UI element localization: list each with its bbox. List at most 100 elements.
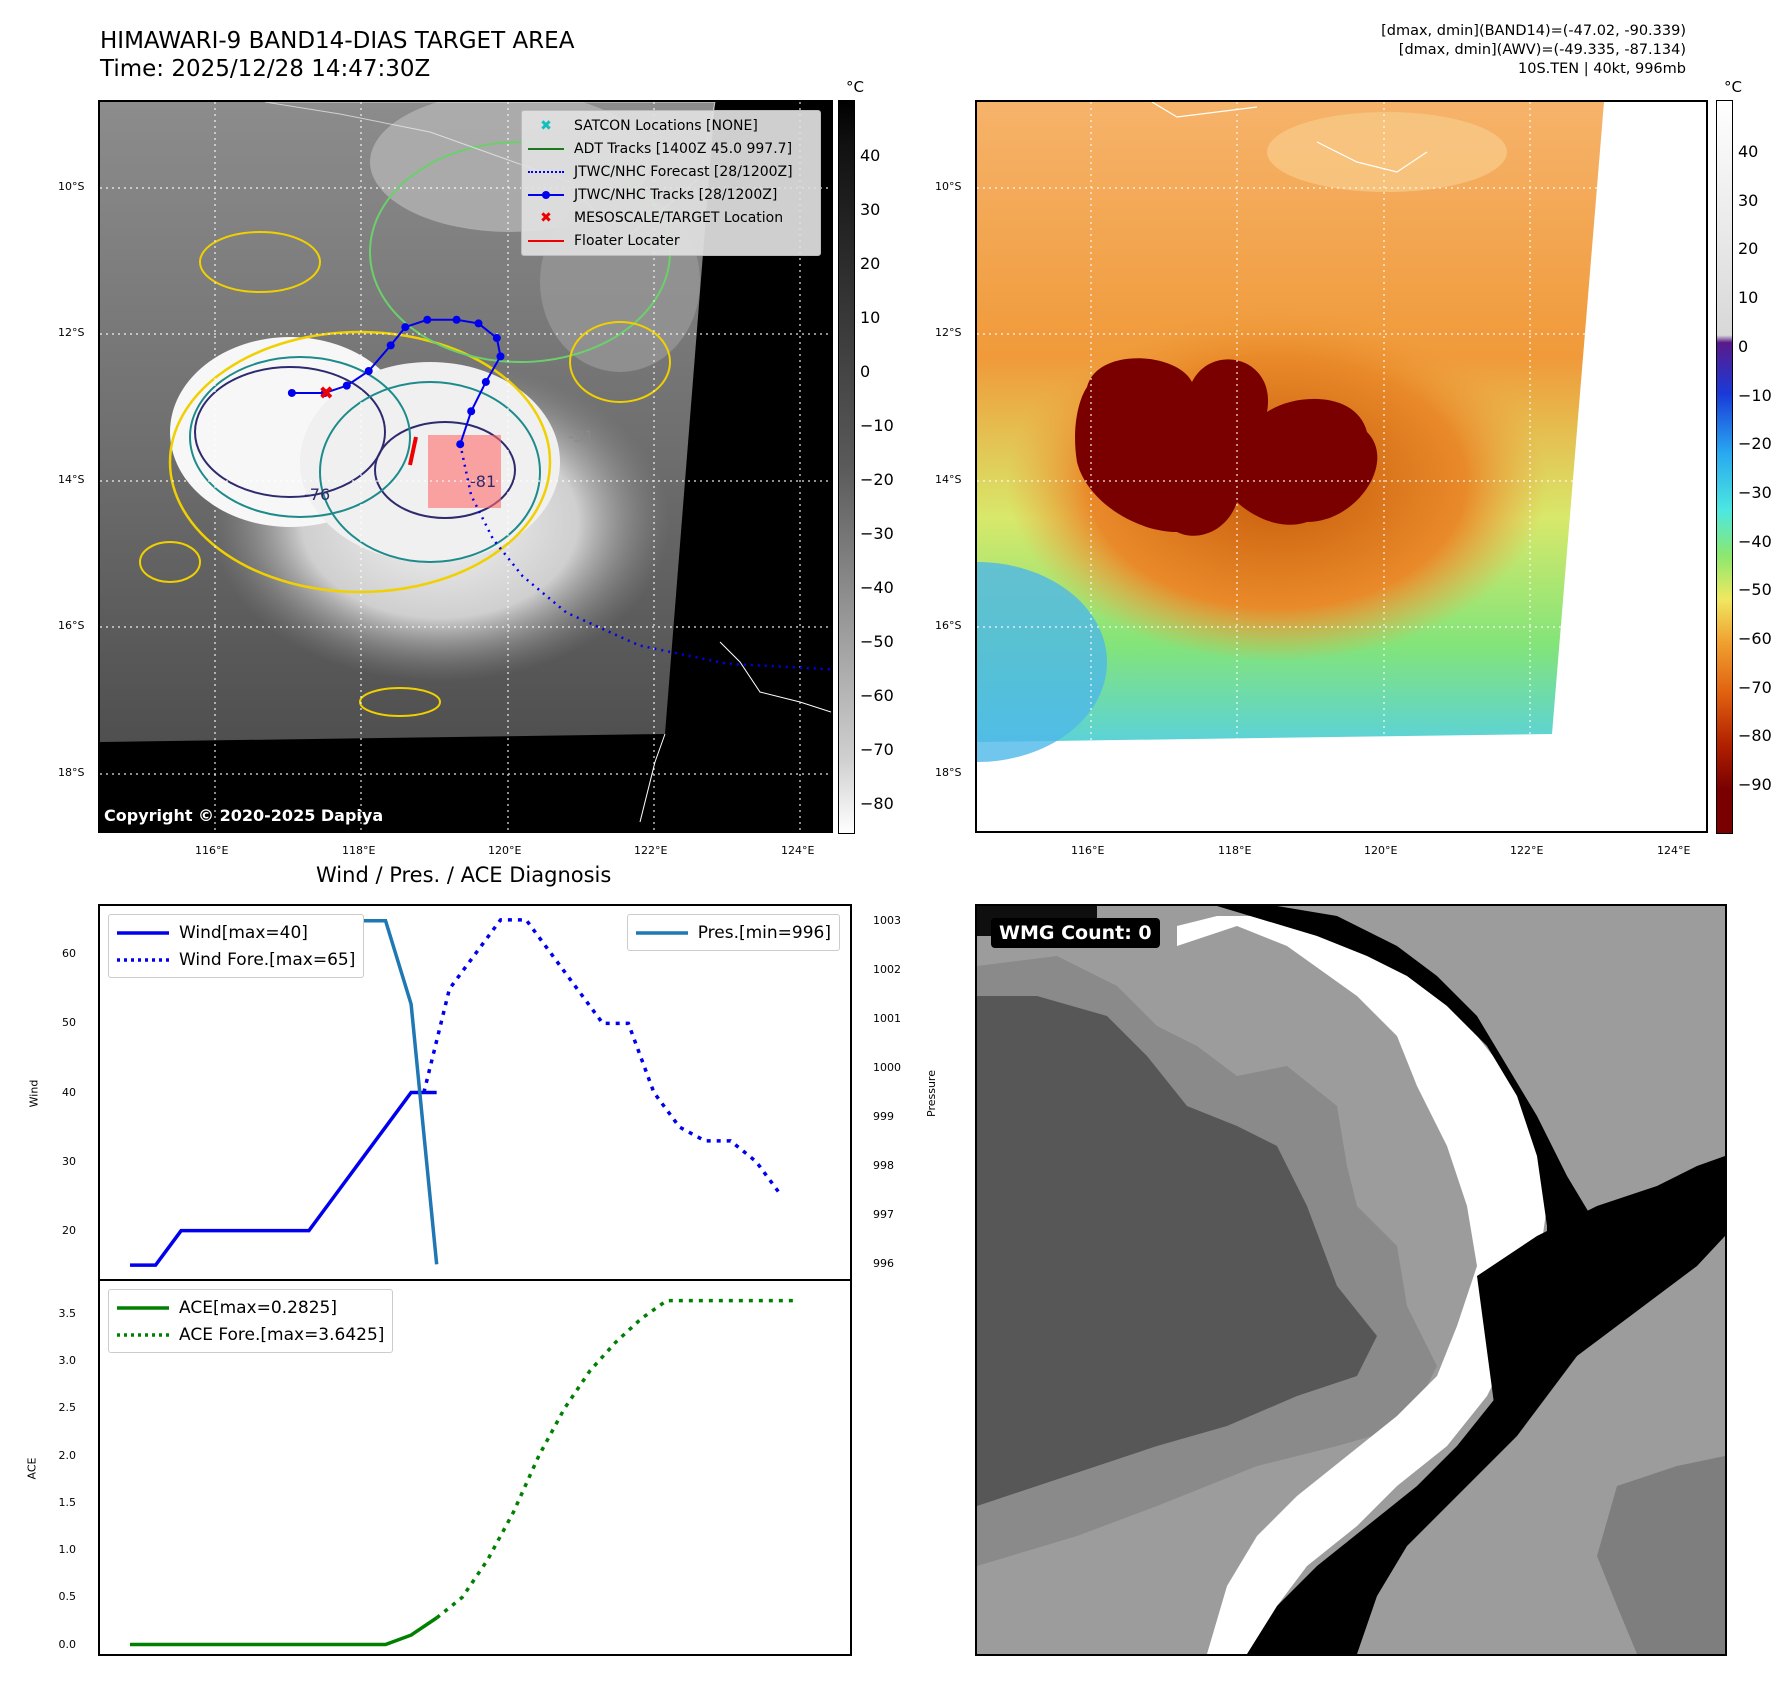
colorbar-tick: −30: [860, 524, 894, 543]
legend-item-mesoscale: ✖ MESOSCALE/TARGET Location: [540, 209, 784, 226]
axis-tick: 2.5: [58, 1401, 77, 1415]
contour-label: -31: [568, 427, 594, 446]
colorbar-tick: −30: [1738, 482, 1772, 502]
lat-label: 10°S: [935, 180, 962, 193]
axis-tick: 60: [62, 947, 76, 961]
track-point: [474, 319, 483, 328]
axis-tick: 1003: [873, 913, 901, 927]
lon-label: 122°E: [1510, 844, 1544, 857]
axis-tick: 1001: [873, 1011, 901, 1025]
lat-label: 14°S: [58, 473, 85, 486]
legend-item-adt: ADT Tracks [1400Z 45.0 997.7]: [528, 137, 814, 160]
map-legend: ✖ SATCON Locations [NONE] ADT Tracks [140…: [521, 110, 821, 256]
wmg-count-badge: WMG Count: 0: [991, 918, 1160, 948]
axis-tick: 1002: [873, 962, 901, 976]
legend-item-satcon: ✖ SATCON Locations [NONE]: [540, 117, 758, 134]
lat-label: 12°S: [935, 326, 962, 339]
legend-ace: ACE[max=0.2825]: [117, 1297, 337, 1318]
series-wind-fore-line: [422, 918, 784, 1198]
lon-label: 124°E: [1657, 844, 1691, 857]
lon-label: 118°E: [342, 844, 376, 857]
axis-tick: 996: [873, 1257, 894, 1271]
series-aceline: [130, 1616, 438, 1647]
axis-tick: 997: [873, 1208, 894, 1222]
colorbar-tick: 0: [860, 362, 871, 381]
axis-tick: 1.5: [58, 1495, 77, 1509]
lat-label: 16°S: [935, 619, 962, 632]
track-point: [320, 388, 329, 397]
lon-label: 124°E: [781, 844, 815, 857]
colorbar-tick: 20: [860, 254, 881, 273]
lon-label: 122°E: [634, 844, 668, 857]
lat-label: 18°S: [935, 766, 962, 779]
ace-plot: ACE[max=0.2825] ACE Fore.[max=3.6425]: [98, 1279, 852, 1656]
jtwc-track: ✖: [287, 315, 505, 449]
band14-range: [dmax, dmin](BAND14)=(-47.02, -90.339): [1381, 23, 1686, 39]
wmg-panel: WMG Count: 0: [975, 904, 1727, 1656]
contour-label: -81: [470, 472, 496, 491]
legend-item-floater: Floater Locater: [528, 229, 814, 252]
ir-color-map: [975, 100, 1708, 833]
axis-tick: 40: [62, 1085, 76, 1099]
ace-axis-label: ACE: [25, 1457, 39, 1480]
contour-label: -76: [304, 485, 330, 504]
colorbar-tick: −80: [860, 794, 894, 813]
colorbar-tick: 40: [1738, 142, 1759, 161]
ace-legend: ACE[max=0.2825] ACE Fore.[max=3.6425]: [108, 1289, 394, 1353]
series-windline: [130, 1090, 437, 1267]
lat-label: 14°S: [935, 473, 962, 486]
track-point: [496, 352, 505, 361]
colorbar-tick: 30: [1738, 190, 1759, 210]
ir-color-imagery: [977, 102, 1706, 831]
colorbar-tick: −60: [1738, 629, 1772, 648]
track-point: [492, 334, 501, 343]
track-point: [342, 381, 351, 390]
ir-imagery: ✖ -81 -76 -31: [100, 102, 831, 831]
series-ace-fore-line: [435, 1298, 795, 1620]
colorbar-tick: −20: [860, 470, 894, 489]
copyright-text: Copyright © 2020-2025 Dapiya: [104, 806, 384, 825]
colorbar-tick: 40: [860, 146, 881, 165]
track-point: [452, 315, 461, 324]
floater-locator-line: [408, 436, 418, 466]
track-point: [481, 377, 490, 386]
floater-box: [428, 435, 501, 508]
axis-tick: 999: [873, 1110, 894, 1124]
colorbar-tick: −10: [1738, 385, 1772, 405]
axis-tick: 998: [873, 1159, 894, 1173]
colorbar-tick: 0: [1738, 336, 1749, 356]
legend-ace-forecast: ACE Fore.[max=3.6425]: [117, 1324, 385, 1345]
wmg-imagery: [977, 906, 1725, 1654]
axis-tick: 3.5: [58, 1307, 77, 1321]
awv-range: [dmax, dmin](AWV)=(-49.335, -87.134): [1398, 42, 1686, 58]
colorbar-tick: 20: [1738, 239, 1759, 259]
legend-pressure: Pres.[min=996]: [635, 922, 831, 943]
legend-item-forecast: JTWC/NHC Forecast [28/1200Z]: [528, 160, 814, 183]
colorbar-tick: −50: [860, 632, 894, 651]
wind-pressure-plot: Wind[max=40] Wind Fore.[max=65] Pres.[mi…: [98, 904, 852, 1281]
jtwc-forecast: [458, 443, 831, 671]
diagnosis-title: Wind / Pres. / ACE Diagnosis: [316, 863, 612, 887]
colorbar-tick: 30: [860, 200, 881, 219]
axis-tick: 1.0: [58, 1543, 77, 1557]
axis-tick: 30: [62, 1154, 76, 1168]
figure-time: Time: 2025/12/28 14:47:30Z: [100, 56, 431, 82]
track-point: [287, 388, 296, 397]
axis-tick: 20: [62, 1223, 76, 1237]
colorbar-tick: 10: [860, 308, 881, 327]
colorbar-tick: −60: [860, 686, 894, 705]
lon-label: 116°E: [1071, 844, 1105, 857]
colorbar-tick: −40: [1738, 531, 1772, 551]
colorbar-tick: −20: [1738, 434, 1772, 454]
lat-label: 10°S: [58, 180, 85, 193]
lat-label: 18°S: [58, 766, 85, 779]
storm-info: 10S.TEN | 40kt, 996mb: [1518, 61, 1686, 77]
colorbar-tick: −80: [1738, 726, 1772, 746]
colorbar-unit: °C: [846, 78, 864, 96]
track-point: [364, 367, 373, 375]
wind-axis-label: Wind: [27, 1079, 41, 1108]
gray-colorbar: [838, 100, 855, 834]
axis-tick: 0.5: [58, 1590, 77, 1604]
legend-item-tracks: JTWC/NHC Tracks [28/1200Z]: [528, 183, 814, 206]
track-point: [467, 407, 476, 416]
